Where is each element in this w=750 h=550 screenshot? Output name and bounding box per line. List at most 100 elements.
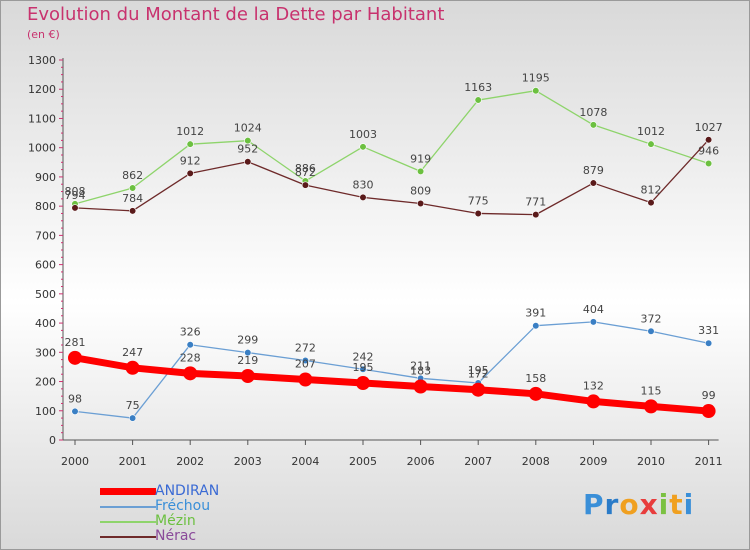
data-label: 183 bbox=[410, 365, 431, 378]
data-label: 172 bbox=[468, 368, 489, 381]
data-label: 195 bbox=[468, 364, 489, 377]
series-line-mézin bbox=[74, 90, 709, 205]
data-point bbox=[704, 159, 713, 168]
data-point bbox=[183, 366, 198, 381]
data-point bbox=[129, 414, 137, 422]
data-label: 1012 bbox=[637, 125, 665, 138]
legend-label: Fréchou bbox=[155, 498, 211, 514]
data-point bbox=[244, 158, 252, 166]
data-label: 912 bbox=[180, 154, 201, 167]
y-tick-label: 200 bbox=[35, 376, 56, 389]
data-point bbox=[701, 404, 716, 419]
data-point bbox=[647, 327, 655, 335]
logo-letter: x bbox=[639, 488, 659, 521]
legend-swatch bbox=[100, 488, 156, 495]
data-point bbox=[528, 386, 543, 401]
logo-letter: o bbox=[619, 488, 640, 521]
series-line-fréchou bbox=[74, 321, 709, 419]
data-point bbox=[471, 382, 486, 397]
data-label: 299 bbox=[237, 334, 258, 347]
data-label: 75 bbox=[126, 399, 140, 412]
data-label: 372 bbox=[641, 312, 662, 325]
data-point bbox=[589, 121, 598, 129]
data-point bbox=[704, 136, 713, 144]
data-label: 242 bbox=[353, 350, 374, 363]
data-point bbox=[68, 350, 82, 365]
x-tick-label: 2004 bbox=[291, 455, 319, 468]
data-label: 132 bbox=[583, 379, 604, 392]
data-point bbox=[704, 339, 713, 347]
data-point bbox=[71, 407, 79, 415]
data-label: 115 bbox=[641, 384, 662, 397]
data-label: 809 bbox=[410, 185, 431, 198]
data-label: 1195 bbox=[522, 72, 550, 85]
data-label: 211 bbox=[410, 359, 431, 372]
data-point bbox=[532, 211, 540, 219]
y-tick-label: 1200 bbox=[28, 83, 56, 96]
data-label: 830 bbox=[353, 178, 374, 191]
data-point bbox=[186, 169, 194, 178]
data-point bbox=[417, 199, 425, 208]
legend-label: Nérac bbox=[155, 528, 197, 544]
data-label: 1027 bbox=[695, 121, 723, 134]
y-tick-label: 0 bbox=[49, 434, 56, 447]
y-tick-label: 300 bbox=[35, 346, 56, 359]
data-label: 99 bbox=[702, 389, 716, 402]
data-point bbox=[474, 96, 482, 104]
x-tick-label: 2006 bbox=[407, 455, 435, 468]
data-point bbox=[359, 143, 367, 151]
data-point bbox=[586, 394, 601, 409]
data-point bbox=[532, 87, 540, 95]
data-point bbox=[186, 140, 194, 148]
data-label: 946 bbox=[698, 144, 719, 157]
data-label: 207 bbox=[295, 357, 316, 370]
logo-letter: i bbox=[658, 488, 670, 521]
y-tick-label: 1300 bbox=[28, 54, 56, 67]
data-point bbox=[301, 181, 310, 189]
x-tick-label: 2007 bbox=[464, 455, 492, 468]
data-label: 952 bbox=[237, 143, 258, 156]
data-point bbox=[413, 379, 428, 394]
data-label: 331 bbox=[698, 324, 719, 337]
data-label: 812 bbox=[641, 184, 662, 197]
data-point bbox=[244, 137, 252, 145]
data-point bbox=[298, 372, 313, 387]
data-label: 404 bbox=[583, 303, 604, 316]
data-label: 808 bbox=[65, 185, 86, 198]
data-point bbox=[532, 322, 540, 330]
data-point bbox=[647, 140, 655, 148]
data-label: 247 bbox=[122, 346, 143, 359]
data-label: 1163 bbox=[464, 81, 492, 94]
data-point bbox=[71, 204, 79, 212]
data-label: 158 bbox=[525, 372, 546, 385]
data-label: 879 bbox=[583, 164, 604, 177]
data-point bbox=[240, 368, 255, 383]
data-label: 391 bbox=[525, 307, 546, 320]
data-point bbox=[359, 193, 367, 201]
data-label: 1024 bbox=[234, 122, 262, 135]
data-label: 1012 bbox=[176, 125, 204, 138]
y-tick-label: 600 bbox=[35, 259, 56, 272]
data-point bbox=[359, 365, 367, 373]
data-label: 771 bbox=[525, 196, 546, 209]
legend-label: ANDIRAN bbox=[155, 483, 220, 499]
data-point bbox=[129, 207, 137, 215]
data-label: 98 bbox=[68, 392, 82, 405]
data-point bbox=[129, 184, 137, 192]
data-point bbox=[417, 167, 425, 175]
data-label: 1003 bbox=[349, 128, 377, 141]
x-tick-label: 2002 bbox=[176, 455, 204, 468]
series-line-andiran bbox=[74, 354, 709, 415]
data-label: 281 bbox=[65, 336, 86, 349]
y-tick-label: 700 bbox=[35, 229, 56, 242]
data-point bbox=[474, 209, 482, 218]
x-tick-label: 2011 bbox=[695, 455, 723, 468]
series-line-nérac bbox=[74, 139, 710, 216]
y-tick-label: 100 bbox=[35, 405, 56, 418]
data-label: 228 bbox=[180, 351, 201, 364]
data-label: 195 bbox=[353, 361, 374, 374]
data-point bbox=[125, 360, 140, 375]
x-tick-label: 2009 bbox=[579, 455, 607, 468]
